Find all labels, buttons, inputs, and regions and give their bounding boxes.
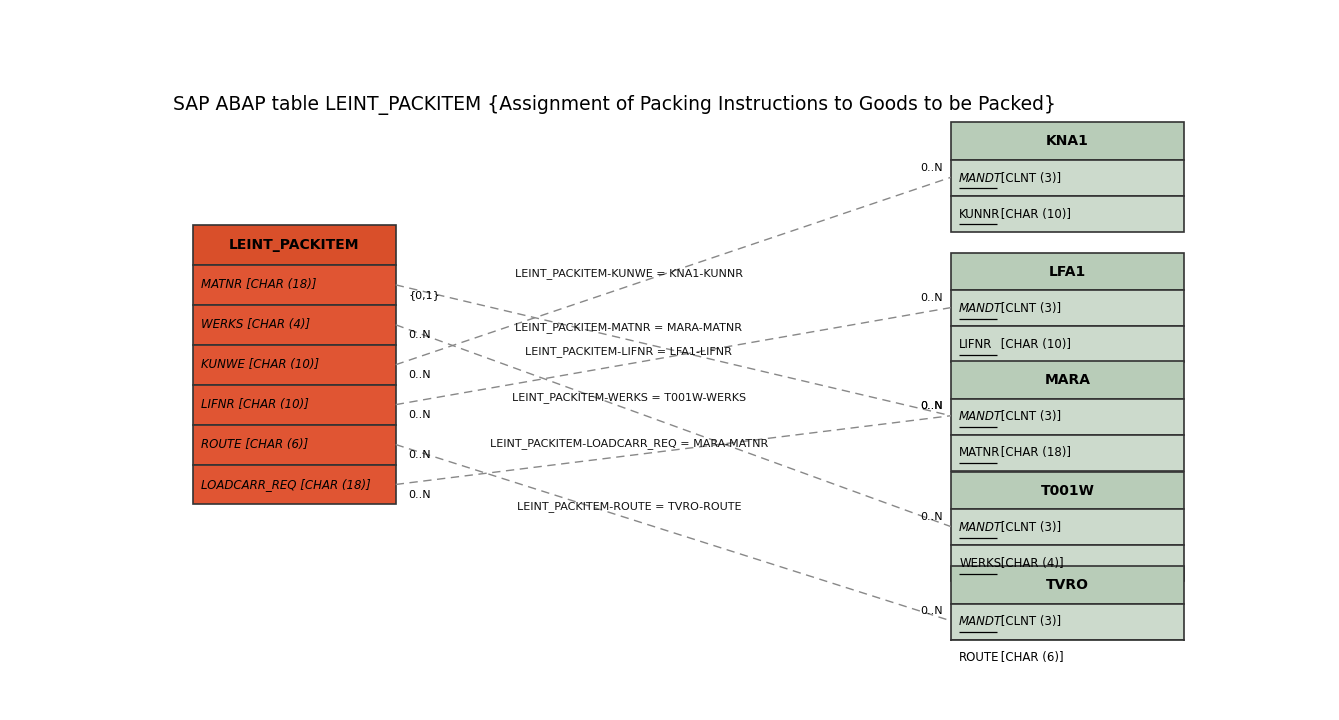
Text: 0..N: 0..N	[920, 606, 943, 616]
FancyBboxPatch shape	[951, 510, 1185, 546]
Text: 0..N: 0..N	[920, 163, 943, 173]
Text: LFA1: LFA1	[1048, 264, 1086, 279]
FancyBboxPatch shape	[193, 225, 396, 265]
FancyBboxPatch shape	[193, 464, 396, 505]
Text: 0..N: 0..N	[408, 330, 431, 341]
Text: MANDT: MANDT	[959, 410, 1002, 423]
FancyBboxPatch shape	[951, 435, 1185, 471]
Text: LEINT_PACKITEM: LEINT_PACKITEM	[229, 238, 360, 252]
Text: ROUTE: ROUTE	[959, 651, 1000, 665]
FancyBboxPatch shape	[951, 399, 1185, 435]
FancyBboxPatch shape	[193, 305, 396, 345]
Text: 0..N: 0..N	[920, 512, 943, 522]
FancyBboxPatch shape	[951, 639, 1185, 676]
Text: LIFNR: LIFNR	[959, 338, 992, 351]
Text: 0..N: 0..N	[920, 293, 943, 303]
Text: [CHAR (10)]: [CHAR (10)]	[998, 207, 1071, 221]
Text: KUNNR: KUNNR	[959, 207, 1000, 221]
Text: {0,1}: {0,1}	[408, 290, 441, 300]
FancyBboxPatch shape	[193, 345, 396, 384]
FancyBboxPatch shape	[193, 425, 396, 464]
Text: MANDT: MANDT	[959, 171, 1002, 184]
FancyBboxPatch shape	[951, 546, 1185, 582]
FancyBboxPatch shape	[193, 384, 396, 425]
Text: LEINT_PACKITEM-LIFNR = LFA1-LIFNR: LEINT_PACKITEM-LIFNR = LFA1-LIFNR	[525, 346, 732, 357]
Text: LEINT_PACKITEM-LOADCARR_REQ = MARA-MATNR: LEINT_PACKITEM-LOADCARR_REQ = MARA-MATNR	[490, 438, 769, 449]
Text: [CLNT (3)]: [CLNT (3)]	[998, 302, 1062, 315]
Text: [CHAR (6)]: [CHAR (6)]	[998, 651, 1063, 665]
Text: LEINT_PACKITEM-ROUTE = TVRO-ROUTE: LEINT_PACKITEM-ROUTE = TVRO-ROUTE	[517, 501, 740, 512]
Text: KUNWE [CHAR (10)]: KUNWE [CHAR (10)]	[201, 359, 319, 372]
Text: [CHAR (10)]: [CHAR (10)]	[998, 338, 1071, 351]
Text: WERKS [CHAR (4)]: WERKS [CHAR (4)]	[201, 318, 309, 331]
FancyBboxPatch shape	[951, 290, 1185, 326]
Text: MATNR: MATNR	[959, 446, 1000, 459]
FancyBboxPatch shape	[951, 253, 1185, 290]
Text: LIFNR [CHAR (10)]: LIFNR [CHAR (10)]	[201, 398, 308, 411]
Text: 0..N: 0..N	[408, 410, 431, 420]
Text: [CHAR (18)]: [CHAR (18)]	[998, 446, 1071, 459]
FancyBboxPatch shape	[951, 326, 1185, 362]
Text: MARA: MARA	[1044, 373, 1090, 387]
Text: [CLNT (3)]: [CLNT (3)]	[998, 171, 1062, 184]
Text: 0..N: 0..N	[408, 370, 431, 380]
Text: 0..N: 0..N	[920, 401, 943, 411]
Text: [CLNT (3)]: [CLNT (3)]	[998, 615, 1062, 628]
Text: [CHAR (4)]: [CHAR (4)]	[998, 557, 1063, 570]
Text: T001W: T001W	[1040, 484, 1094, 498]
Text: SAP ABAP table LEINT_PACKITEM {Assignment of Packing Instructions to Goods to be: SAP ABAP table LEINT_PACKITEM {Assignmen…	[173, 95, 1055, 114]
Text: 0..N: 0..N	[920, 401, 943, 411]
FancyBboxPatch shape	[951, 361, 1185, 399]
Text: LEINT_PACKITEM-WERKS = T001W-WERKS: LEINT_PACKITEM-WERKS = T001W-WERKS	[511, 392, 746, 403]
FancyBboxPatch shape	[193, 265, 396, 305]
Text: [CLNT (3)]: [CLNT (3)]	[998, 521, 1062, 534]
FancyBboxPatch shape	[951, 566, 1185, 603]
Text: MANDT: MANDT	[959, 615, 1002, 628]
Text: 0..N: 0..N	[408, 490, 431, 500]
Text: 0..N: 0..N	[408, 450, 431, 460]
Text: MANDT: MANDT	[959, 302, 1002, 315]
FancyBboxPatch shape	[951, 196, 1185, 233]
FancyBboxPatch shape	[951, 472, 1185, 510]
FancyBboxPatch shape	[951, 603, 1185, 639]
Text: LOADCARR_REQ [CHAR (18)]: LOADCARR_REQ [CHAR (18)]	[201, 478, 371, 491]
Text: MANDT: MANDT	[959, 521, 1002, 534]
Text: MATNR [CHAR (18)]: MATNR [CHAR (18)]	[201, 279, 316, 292]
Text: LEINT_PACKITEM-KUNWE = KNA1-KUNNR: LEINT_PACKITEM-KUNWE = KNA1-KUNNR	[516, 269, 743, 279]
Text: ROUTE [CHAR (6)]: ROUTE [CHAR (6)]	[201, 438, 308, 451]
FancyBboxPatch shape	[951, 122, 1185, 160]
Text: LEINT_PACKITEM-MATNR = MARA-MATNR: LEINT_PACKITEM-MATNR = MARA-MATNR	[516, 323, 742, 333]
Text: KNA1: KNA1	[1046, 135, 1089, 148]
Text: WERKS: WERKS	[959, 557, 1002, 570]
FancyBboxPatch shape	[951, 160, 1185, 196]
Text: TVRO: TVRO	[1046, 578, 1089, 592]
Text: [CLNT (3)]: [CLNT (3)]	[998, 410, 1062, 423]
